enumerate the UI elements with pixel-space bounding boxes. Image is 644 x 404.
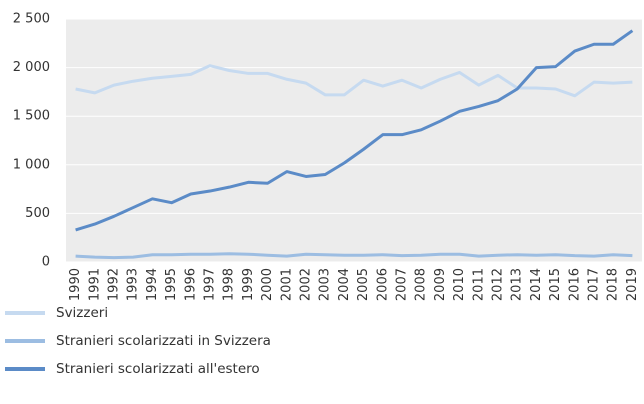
x-tick-label: 1990 xyxy=(68,268,83,301)
x-tick-label: 2011 xyxy=(471,268,486,301)
x-tick-label: 2006 xyxy=(375,268,390,301)
series-line xyxy=(75,29,634,232)
x-tick-label: 2000 xyxy=(260,268,275,301)
x-tick-label: 1997 xyxy=(203,268,218,301)
y-tick-label: 1 500 xyxy=(13,109,50,124)
x-tick-label: 2012 xyxy=(491,268,506,301)
x-tick-label: 2018 xyxy=(606,268,621,301)
x-tick-label: 2002 xyxy=(299,268,314,301)
x-tick-label: 2009 xyxy=(433,268,448,301)
x-tick-label: 2004 xyxy=(337,268,352,301)
x-tick-label: 1998 xyxy=(222,268,237,301)
x-tick-label: 2013 xyxy=(510,268,525,301)
x-tick-label: 2010 xyxy=(452,268,467,301)
x-tick-label: 2015 xyxy=(548,268,563,301)
x-tick-label: 1991 xyxy=(87,268,102,301)
x-tick-label: 2016 xyxy=(567,268,582,301)
y-tick-label: 2 500 xyxy=(13,12,50,27)
x-tick-label: 1993 xyxy=(126,268,141,301)
x-tick-label: 1994 xyxy=(145,268,160,301)
x-tick-label: 2014 xyxy=(529,268,544,301)
legend-label: Stranieri scolarizzati all'estero xyxy=(56,361,260,377)
y-tick-label: 2 000 xyxy=(13,60,50,75)
x-tick-label: 2017 xyxy=(587,268,602,301)
legend-label: Stranieri scolarizzati in Svizzera xyxy=(56,333,271,349)
x-tick-label: 1999 xyxy=(241,268,256,301)
x-tick-label: 1995 xyxy=(164,268,179,301)
x-tick-label: 2005 xyxy=(356,268,371,301)
x-tick-label: 2007 xyxy=(395,268,410,301)
x-tick-label: 1996 xyxy=(183,268,198,301)
legend-label: Svizzeri xyxy=(56,305,108,321)
y-tick-label: 1 000 xyxy=(13,157,50,172)
y-tick-label: 0 xyxy=(42,255,50,270)
series-line xyxy=(75,64,633,98)
plot-background xyxy=(66,19,642,262)
x-tick-label: 2019 xyxy=(625,268,640,301)
series-line xyxy=(75,252,633,260)
x-tick-label: 2001 xyxy=(279,268,294,301)
y-tick-label: 500 xyxy=(25,206,50,221)
x-tick-label: 2003 xyxy=(318,268,333,301)
x-tick-label: 1992 xyxy=(107,268,122,301)
x-tick-label: 2008 xyxy=(414,268,429,301)
